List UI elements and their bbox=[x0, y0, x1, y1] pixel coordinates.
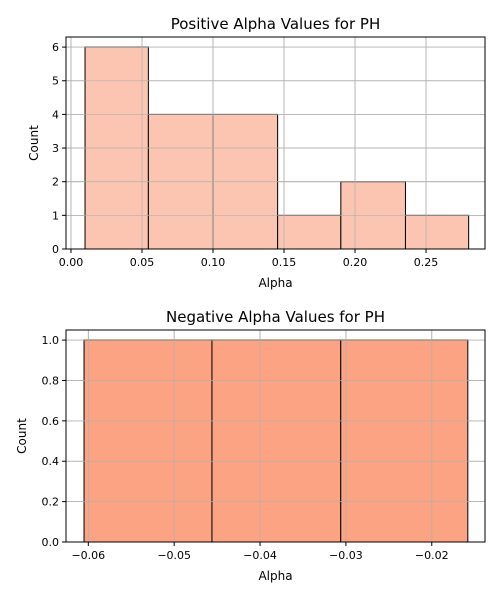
y-tick-label: 4 bbox=[52, 108, 59, 121]
x-tick-label: −0.04 bbox=[243, 549, 277, 562]
y-tick-label: 0.0 bbox=[42, 536, 60, 549]
histogram-bar bbox=[404, 214, 470, 250]
y-tick-label: 1 bbox=[52, 209, 59, 222]
x-axis-label: Alpha bbox=[258, 569, 292, 583]
x-tick-label: −0.02 bbox=[415, 549, 449, 562]
y-axis-label: Count bbox=[15, 418, 29, 454]
x-tick-label: 0.15 bbox=[272, 256, 297, 269]
x-axis-label: Alpha bbox=[258, 276, 292, 290]
histogram-bar bbox=[277, 214, 342, 250]
y-tick-label: 0.6 bbox=[42, 415, 60, 428]
axes-frame bbox=[65, 329, 486, 543]
y-tick-label: 1.0 bbox=[42, 334, 60, 347]
histogram-bar bbox=[211, 339, 342, 543]
y-tick-label: 0.2 bbox=[42, 496, 60, 509]
axes-frame bbox=[65, 36, 486, 250]
x-tick-label: 0.05 bbox=[130, 256, 155, 269]
positive-alpha-histogram: 0.00 0.05 0.10 0.15 0.20 0.25 0 1 2 3 4 5 6 Positive … bbox=[27, 15, 486, 290]
y-tick-label: 6 bbox=[52, 41, 59, 54]
x-tick-label: −0.05 bbox=[157, 549, 191, 562]
x-tick-label: 0.00 bbox=[59, 256, 84, 269]
x-tick-label: 0.20 bbox=[343, 256, 368, 269]
y-tick-label: 2 bbox=[52, 176, 59, 189]
histogram-bar bbox=[83, 339, 213, 543]
negative-alpha-histogram: −0.06 −0.05 −0.04 −0.03 −0.02 0.0 0.2 0.4 0.6 0.8… bbox=[15, 308, 486, 583]
y-tick-label: 0.4 bbox=[42, 455, 60, 468]
histogram-bar bbox=[340, 339, 469, 543]
x-tick-label: 0.10 bbox=[201, 256, 226, 269]
y-tick-label: 5 bbox=[52, 75, 59, 88]
y-tick-label: 0.8 bbox=[42, 374, 60, 387]
chart-title: Negative Alpha Values for PH bbox=[166, 308, 385, 326]
x-tick-label: 0.25 bbox=[414, 256, 439, 269]
y-tick-label: 0 bbox=[52, 243, 59, 256]
x-tick-label: −0.06 bbox=[71, 549, 105, 562]
y-axis-label: Count bbox=[27, 125, 41, 161]
chart-title: Positive Alpha Values for PH bbox=[171, 15, 381, 33]
x-tick-label: −0.03 bbox=[329, 549, 363, 562]
y-tick-label: 3 bbox=[52, 142, 59, 155]
